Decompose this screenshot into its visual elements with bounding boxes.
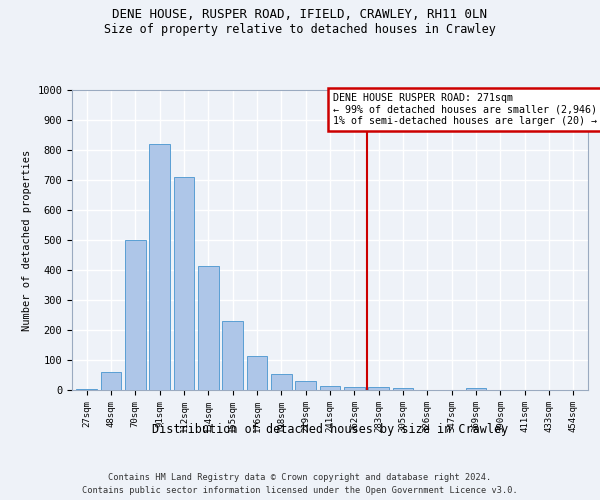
Bar <box>247 356 268 390</box>
Bar <box>198 266 218 390</box>
Text: DENE HOUSE, RUSPER ROAD, IFIELD, CRAWLEY, RH11 0LN: DENE HOUSE, RUSPER ROAD, IFIELD, CRAWLEY… <box>113 8 487 20</box>
Bar <box>344 387 365 390</box>
Bar <box>466 388 487 390</box>
Bar <box>76 388 97 390</box>
Bar <box>295 381 316 390</box>
Bar <box>149 144 170 390</box>
Text: Contains public sector information licensed under the Open Government Licence v3: Contains public sector information licen… <box>82 486 518 495</box>
Bar <box>368 387 389 390</box>
Bar <box>392 388 413 390</box>
Text: Size of property relative to detached houses in Crawley: Size of property relative to detached ho… <box>104 22 496 36</box>
Y-axis label: Number of detached properties: Number of detached properties <box>22 150 32 330</box>
Bar <box>320 386 340 390</box>
Bar <box>101 372 121 390</box>
Text: Distribution of detached houses by size in Crawley: Distribution of detached houses by size … <box>152 422 508 436</box>
Bar <box>125 240 146 390</box>
Bar <box>173 177 194 390</box>
Bar <box>271 374 292 390</box>
Text: Contains HM Land Registry data © Crown copyright and database right 2024.: Contains HM Land Registry data © Crown c… <box>109 472 491 482</box>
Bar <box>222 321 243 390</box>
Text: DENE HOUSE RUSPER ROAD: 271sqm
← 99% of detached houses are smaller (2,946)
1% o: DENE HOUSE RUSPER ROAD: 271sqm ← 99% of … <box>332 93 596 126</box>
